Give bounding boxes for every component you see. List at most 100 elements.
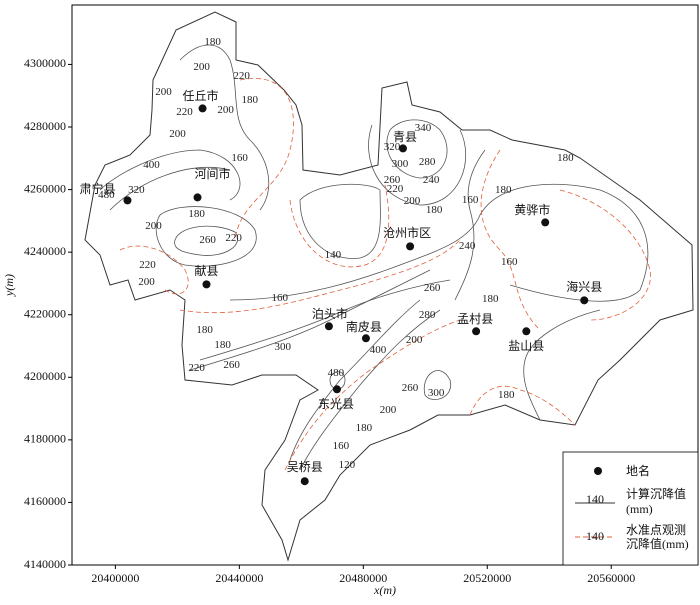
contour-label: 160 — [501, 256, 518, 268]
contour-label: 220 — [225, 232, 242, 244]
observed-contour — [289, 184, 390, 268]
contour-label: 260 — [402, 382, 419, 394]
place-label: 青县 — [393, 130, 417, 144]
legend-marker — [594, 467, 602, 475]
place-label: 孟村县 — [457, 312, 493, 326]
contour-line — [229, 183, 649, 302]
contour-label: 280 — [419, 309, 436, 321]
place-marker — [332, 385, 341, 394]
contour-line — [386, 119, 448, 179]
contour-label: 220 — [176, 106, 193, 118]
contour-label: 180 — [557, 152, 574, 164]
place-marker — [398, 144, 407, 153]
legend-sample: 140 — [586, 529, 604, 543]
contour-line — [329, 371, 346, 390]
contour-label: 180 — [482, 293, 499, 305]
contour-line — [179, 44, 270, 211]
contour-line — [299, 183, 381, 259]
x-tick-label: 20440000 — [215, 571, 263, 585]
contour-label: 180 — [356, 422, 373, 434]
observed-contour — [119, 245, 189, 295]
y-tick-label: 4180000 — [24, 432, 66, 446]
contour-label: 220 — [233, 70, 250, 82]
place-label: 南皮县 — [346, 319, 382, 334]
place-marker — [406, 242, 415, 251]
contour-label: 260 — [424, 282, 441, 294]
contour-line — [289, 299, 421, 461]
place-label: 海兴县 — [566, 279, 602, 294]
y-tick-label: 4280000 — [24, 119, 66, 133]
y-tick-label: 4200000 — [24, 369, 66, 383]
contour-label: 180 — [426, 204, 443, 216]
contour-label: 240 — [459, 240, 476, 252]
contour-label: 160 — [333, 440, 350, 452]
legend-label: 沉降值(mm) — [626, 536, 689, 551]
contour-label: 300 — [428, 387, 445, 399]
y-tick-label: 4160000 — [24, 494, 66, 508]
contour-label: 180 — [498, 389, 515, 401]
contour-label: 180 — [241, 94, 258, 106]
place-label: 吴桥县 — [287, 460, 323, 474]
place-marker — [361, 334, 370, 343]
y-tick-label: 4300000 — [24, 56, 66, 70]
contour-label: 260 — [223, 359, 240, 371]
contour-label: 260 — [384, 174, 401, 186]
place-label: 河间市 — [195, 166, 231, 181]
contour-label: 160 — [231, 152, 248, 164]
observed-contour — [559, 189, 651, 321]
place-marker — [472, 327, 481, 336]
contour-label: 320 — [384, 141, 401, 153]
observed-contour — [480, 149, 541, 331]
contour-line — [155, 206, 257, 267]
place-label: 肃宁县 — [79, 181, 115, 196]
y-tick-label: 4220000 — [24, 306, 66, 320]
legend-label: (mm) — [626, 502, 653, 516]
y-tick-label: 4260000 — [24, 181, 66, 195]
place-label: 盐山县 — [508, 339, 544, 353]
contour-label: 200 — [217, 104, 234, 116]
place-marker — [198, 104, 207, 113]
contour-label: 400 — [143, 159, 160, 171]
place-marker — [541, 218, 550, 227]
place-label: 黄骅市 — [514, 202, 550, 217]
contour-label: 200 — [169, 128, 186, 140]
place-marker — [324, 322, 333, 331]
legend-box — [562, 451, 699, 566]
legend-label: 水准点观测 — [626, 523, 686, 537]
contour-label: 220 — [188, 362, 205, 374]
place-label: 献县 — [194, 263, 218, 278]
place-marker — [123, 196, 132, 205]
place-marker — [300, 477, 309, 486]
y-tick-label: 4240000 — [24, 244, 66, 258]
contour-label: 480 — [328, 367, 345, 379]
contour-line — [523, 309, 601, 421]
contour-label: 160 — [272, 292, 289, 304]
contour-label: 260 — [199, 234, 216, 246]
contour-label: 180 — [196, 324, 213, 336]
place-marker — [193, 193, 202, 202]
observed-contour — [284, 319, 461, 471]
x-tick-label: 20400000 — [91, 571, 139, 585]
contour-line — [99, 149, 241, 201]
legend-label: 地名 — [626, 463, 650, 478]
observed-contour — [234, 78, 294, 241]
contour-label: 120 — [339, 459, 356, 471]
place-label: 任丘市 — [183, 88, 219, 103]
contour-label: 180 — [214, 339, 231, 351]
contour-label: 320 — [128, 184, 145, 196]
contour-line — [454, 149, 486, 301]
contour-label: 180 — [495, 184, 512, 196]
contour-label: 480 — [98, 189, 115, 201]
place-label: 泊头市 — [312, 306, 348, 321]
x-tick-label: 20480000 — [339, 571, 387, 585]
contour-label: 340 — [415, 122, 432, 134]
contour-line — [423, 370, 452, 400]
legend-label: 计算沉降值 — [626, 486, 686, 501]
contour-line — [299, 309, 441, 471]
x-tick-label: 20520000 — [463, 571, 511, 585]
contour-label: 200 — [155, 86, 172, 98]
y-axis-label: y(m) — [2, 274, 16, 297]
contour-line — [368, 124, 467, 206]
contour-layer — [84, 11, 694, 562]
